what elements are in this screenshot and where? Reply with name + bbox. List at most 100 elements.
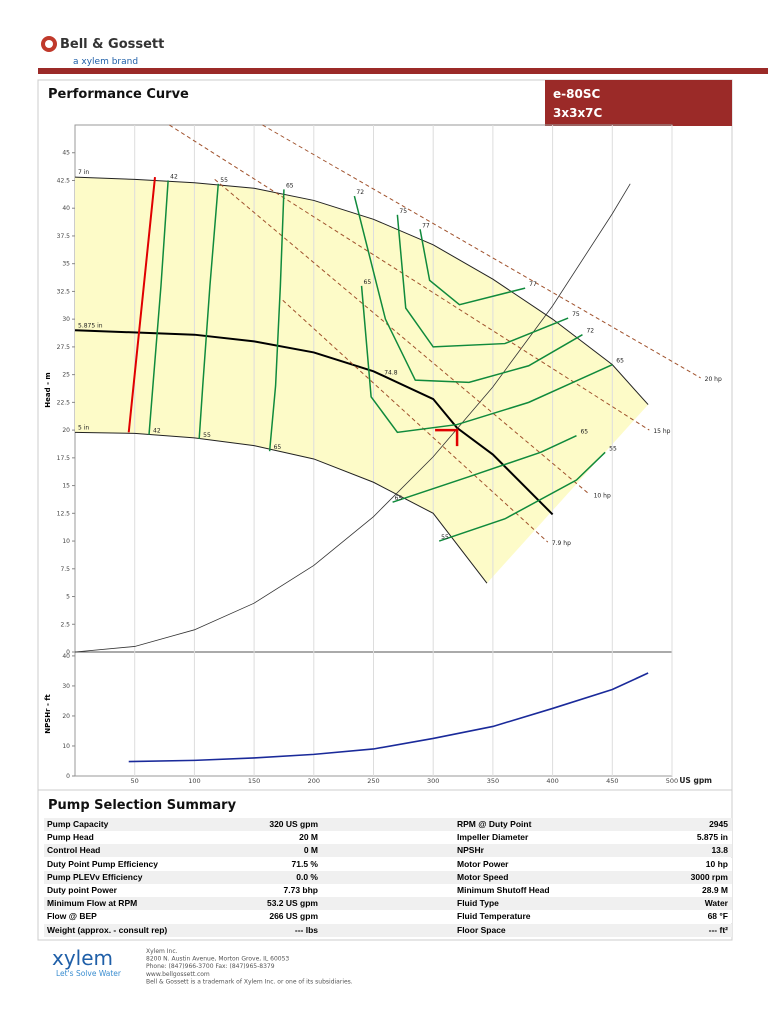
summary-row: Pump PLEVv Efficiency 0.0 % Motor Speed 300… <box>44 870 732 884</box>
y-tick-label: 42.5 <box>57 177 71 184</box>
x-tick-label: 400 <box>546 777 558 785</box>
summary-cell: NPSHr <box>457 845 484 856</box>
summary-cell: Water <box>704 898 728 909</box>
footer-slogan: Let's Solve Water <box>56 969 122 978</box>
efficiency-label: 55 <box>441 534 449 541</box>
summary-cell: 0.0 % <box>296 871 318 882</box>
summary-row: Duty Point Pump Efficiency 71.5 % Motor Po… <box>44 857 732 871</box>
power-curve <box>262 124 701 379</box>
summary-cell: Fluid Type <box>457 898 499 909</box>
summary-cell: Pump PLEVv Efficiency <box>47 871 143 882</box>
efficiency-label: 65 <box>395 495 403 502</box>
y-tick-label: 0 <box>66 649 70 656</box>
summary-cell: 320 US gpm <box>269 819 318 829</box>
x-tick-label: 200 <box>308 777 320 785</box>
y-tick-label: 10 <box>62 743 70 750</box>
efficiency-label: 42 <box>170 173 178 180</box>
efficiency-label: 65 <box>616 358 624 365</box>
efficiency-curve <box>353 195 583 384</box>
y-tick-label: 25 <box>62 372 70 379</box>
efficiency-label: 75 <box>572 311 580 318</box>
summary-cell: 71.5 % <box>291 858 318 869</box>
impeller-label: 7 in <box>78 169 89 176</box>
y-tick-label: 40 <box>62 205 70 212</box>
y-tick-label: 12.5 <box>57 510 71 517</box>
annotation: 74.8 <box>384 370 398 377</box>
efficiency-curve <box>148 180 169 435</box>
efficiency-curve <box>438 451 606 542</box>
minflow-curve <box>127 177 156 433</box>
summary-cell: Minimum Shutoff Head <box>457 885 550 895</box>
summary-cell: Flow @ BEP <box>47 911 97 922</box>
summary-cell: 2945 <box>709 819 728 829</box>
y-tick-label: 30 <box>62 683 70 690</box>
y-tick-label: 7.5 <box>60 566 70 573</box>
x-tick-label: 50 <box>131 777 139 785</box>
efficiency-curve <box>392 434 577 503</box>
y-tick-label: 22.5 <box>57 399 71 406</box>
power-curve <box>214 178 590 495</box>
summary-row: Pump Capacity 320 US gpm RPM @ Duty Point 2… <box>44 818 732 831</box>
operating-region <box>75 177 649 584</box>
section-title: Performance Curve <box>48 87 189 102</box>
efficiency-curve <box>268 189 285 452</box>
power-label: 20 hp <box>705 376 722 383</box>
x-tick-label: 450 <box>606 777 618 785</box>
power-curve <box>282 299 549 543</box>
summary-cell: Minimum Flow at RPM <box>47 898 138 909</box>
footer-logo: xylem <box>52 946 113 970</box>
power-label: 7.9 hp <box>552 540 571 547</box>
y-axis-label: NPSHr - ft <box>44 694 52 734</box>
efficiency-curve <box>396 214 569 348</box>
summary-cell: 53.2 US gpm <box>266 898 318 909</box>
efficiency-label: 72 <box>356 189 364 196</box>
footer-line: www.bellgossett.com <box>146 971 210 978</box>
summary-cell: RPM @ Duty Point <box>457 819 532 829</box>
summary-cell: 10 hp <box>705 858 728 869</box>
impeller-label: 5.875 in <box>78 322 103 329</box>
efficiency-label: 65 <box>364 279 372 286</box>
summary-cell: Pump Capacity <box>47 819 109 829</box>
y-tick-label: 2.5 <box>60 621 70 628</box>
y-tick-label: 10 <box>62 538 70 545</box>
summary-cell: Impeller Diameter <box>457 832 529 843</box>
power-label: 15 hp <box>653 428 670 435</box>
efficiency-label: 77 <box>529 281 537 288</box>
summary-cell: Duty Point Pump Efficiency <box>47 858 158 869</box>
summary-cell: 28.9 M <box>702 885 728 895</box>
efficiency-label: 65 <box>580 429 588 436</box>
efficiency-label: 55 <box>203 432 211 439</box>
y-tick-label: 20 <box>62 713 70 720</box>
summary-row: Pump Head 20 M Impeller Diameter 5.875 in <box>44 831 732 845</box>
summary-cell: 0 M <box>303 845 318 856</box>
y-tick-label: 45 <box>62 150 70 157</box>
summary-cell: 13.8 <box>711 845 728 856</box>
system-curve <box>74 183 631 653</box>
summary-frame <box>37 789 733 941</box>
x-tick-label: 250 <box>367 777 379 785</box>
model-name: e-80SC <box>553 87 600 101</box>
footer-line: 8200 N. Austin Avenue, Morton Grove, IL … <box>146 956 289 963</box>
summary-cell: 20 M <box>299 832 318 843</box>
efficiency-label: 55 <box>220 177 228 184</box>
header-bar <box>38 68 768 74</box>
summary-cell: Motor Speed <box>457 871 509 882</box>
summary-cell: Fluid Temperature <box>457 911 531 922</box>
y-tick-label: 30 <box>62 316 70 323</box>
y-tick-label: 15 <box>62 483 70 490</box>
efficiency-label: 55 <box>609 445 617 452</box>
x-tick-label: 350 <box>487 777 499 785</box>
impeller-label: 5 in <box>78 424 89 431</box>
summary-cell: 5.875 in <box>696 832 728 843</box>
summary-row: Flow @ BEP 266 US gpm Fluid Temperature 68 … <box>44 910 732 924</box>
y-tick-label: 5 <box>66 594 70 601</box>
duty-point <box>435 428 459 447</box>
x-axis-label: US gpm <box>679 776 712 785</box>
efficiency-curve <box>198 183 220 440</box>
summary-cell: 7.73 bhp <box>283 885 318 895</box>
efficiency-label: 65 <box>286 182 294 189</box>
footer-line: Phone: (847)966-3700 Fax: (847)965-8379 <box>146 963 275 970</box>
npsh-curve <box>128 672 649 763</box>
